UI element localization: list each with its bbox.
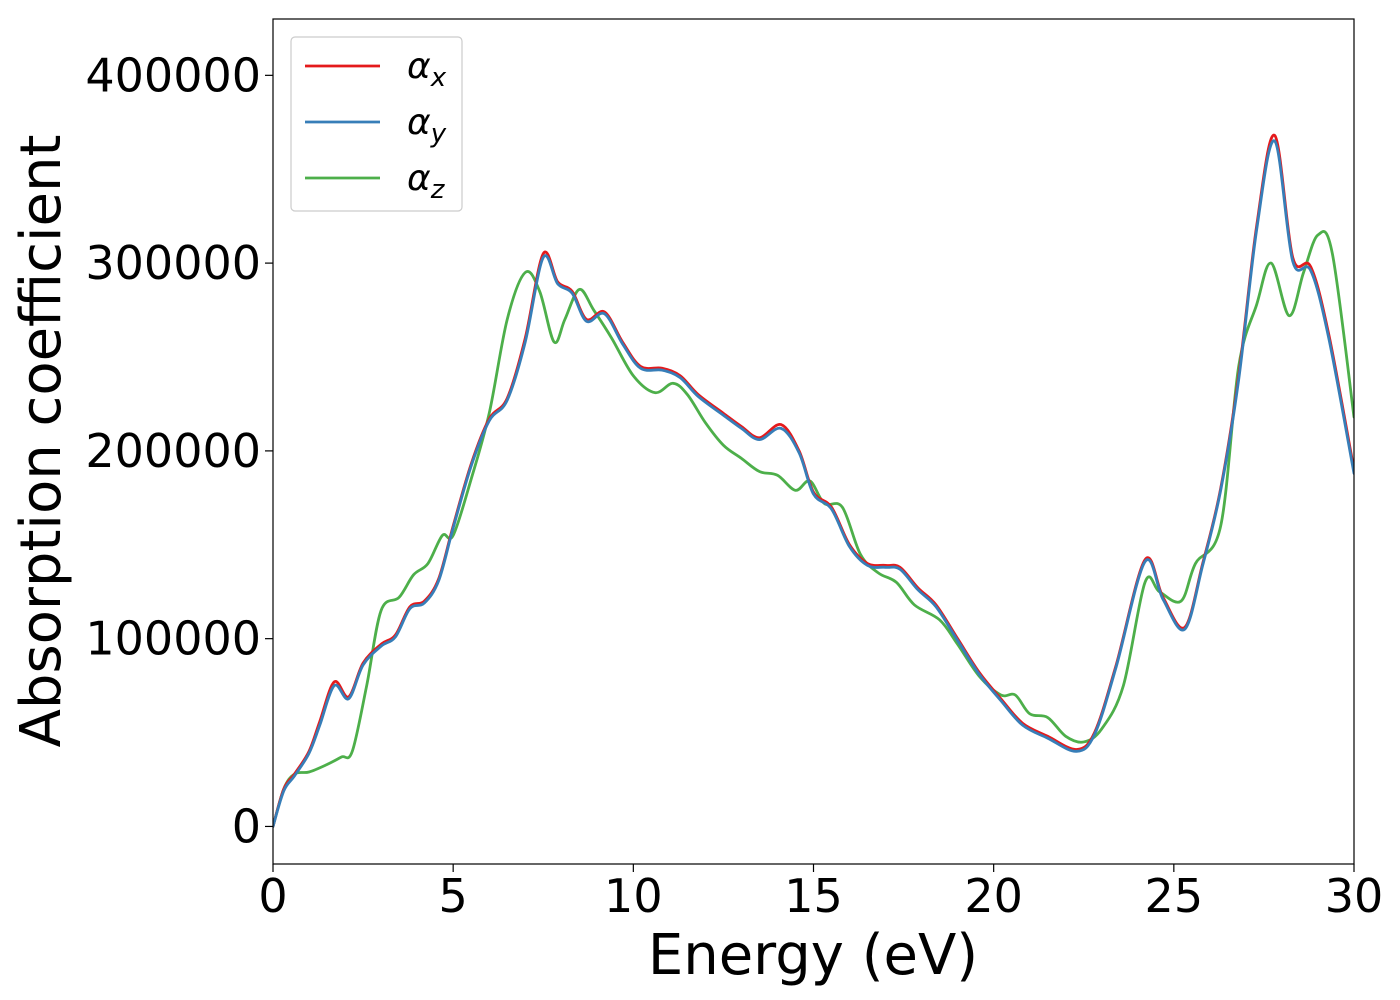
x-tick-label: 30: [1325, 869, 1384, 923]
legend-entry-z: αz: [407, 158, 446, 205]
legend-symbol: α: [407, 46, 431, 87]
legend-subscript: y: [430, 119, 447, 149]
y-tick-label: 300000: [85, 236, 261, 290]
x-axis-label: Energy (eV): [648, 923, 978, 988]
legend-symbol: α: [407, 102, 431, 143]
x-tick-label: 25: [1145, 869, 1204, 923]
x-tick-label: 10: [604, 869, 663, 923]
y-tick-label: 100000: [85, 612, 261, 666]
legend-entry-x: αx: [407, 46, 447, 93]
series-line-y: [273, 139, 1354, 828]
y-tick-label: 200000: [85, 424, 261, 478]
y-tick-label: 400000: [85, 48, 261, 102]
series-line-z: [273, 230, 1354, 828]
legend-frame: [290, 36, 463, 212]
x-tick-label: 15: [784, 869, 843, 923]
y-axis-label: Absorption coefficient: [9, 135, 74, 748]
x-tick-label: 0: [258, 869, 287, 923]
x-tick-label: 5: [439, 869, 468, 923]
x-tick-label: 20: [964, 869, 1023, 923]
legend-symbol: α: [407, 158, 431, 199]
series-layer: [273, 134, 1354, 828]
legend-subscript: z: [430, 175, 446, 205]
legend-subscript: x: [430, 63, 447, 93]
y-axis: 0 100000 200000 300000 400000: [85, 48, 273, 853]
x-axis: 0 5 10 15 20 25 30: [258, 864, 1383, 923]
y-tick-label: 0: [232, 799, 261, 853]
legend-entry-y: αy: [407, 102, 447, 149]
